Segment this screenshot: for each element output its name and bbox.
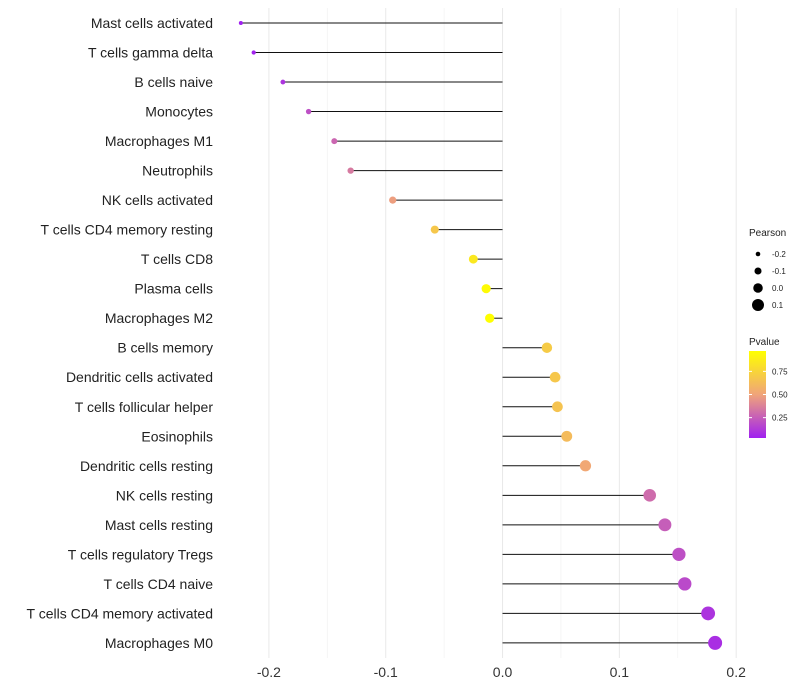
lollipop-point bbox=[430, 225, 439, 234]
category-label: NK cells activated bbox=[102, 192, 213, 208]
category-label: T cells gamma delta bbox=[88, 45, 213, 61]
lollipop-point bbox=[251, 50, 256, 55]
category-label: Dendritic cells resting bbox=[80, 458, 213, 474]
colorbar-label: 0.75 bbox=[772, 367, 788, 376]
color-legend-title: Pvalue bbox=[749, 337, 780, 348]
size-legend-label: -0.2 bbox=[772, 250, 786, 259]
x-axis-tick-labels: -0.2 -0.1 0.0 0.1 0.2 bbox=[257, 664, 746, 680]
category-label: T cells CD4 memory activated bbox=[27, 605, 213, 621]
category-label: T cells CD4 memory resting bbox=[41, 222, 213, 238]
category-label: NK cells resting bbox=[116, 487, 213, 503]
category-label: T cells CD4 naive bbox=[104, 576, 214, 592]
lollipop-point bbox=[658, 518, 672, 532]
category-label: B cells memory bbox=[117, 340, 213, 356]
x-tick-label: -0.2 bbox=[257, 664, 281, 680]
lollipop-point bbox=[701, 606, 716, 621]
lollipop-point bbox=[347, 167, 354, 174]
category-label: Macrophages M0 bbox=[105, 635, 213, 651]
category-label: Monocytes bbox=[145, 104, 213, 120]
lollipop-point bbox=[643, 489, 657, 502]
category-label: Plasma cells bbox=[134, 281, 213, 297]
lollipop-point bbox=[561, 430, 573, 442]
category-label: Macrophages M1 bbox=[105, 133, 213, 149]
lollipop-point bbox=[305, 108, 312, 115]
lollipop-point bbox=[331, 138, 338, 145]
legend: Pearson Pvalue -0.2 -0.1 0.0 0.1 0.75 0.50 0.2… bbox=[749, 228, 788, 438]
size-legend-key bbox=[753, 283, 763, 293]
lollipop-point bbox=[541, 342, 553, 353]
size-legend-key bbox=[752, 299, 764, 311]
category-label: Macrophages M2 bbox=[105, 310, 213, 326]
colorbar-label: 0.25 bbox=[772, 414, 788, 423]
x-tick-label: -0.1 bbox=[374, 664, 398, 680]
grid-lines bbox=[268, 8, 737, 658]
size-legend-label: -0.1 bbox=[772, 267, 786, 276]
lollipop-point bbox=[549, 371, 561, 383]
size-legend-key bbox=[755, 251, 761, 257]
category-label: Dendritic cells activated bbox=[66, 369, 213, 385]
category-label: Mast cells resting bbox=[105, 517, 213, 533]
size-legend-title: Pearson bbox=[749, 228, 786, 239]
lollipop-point bbox=[485, 313, 495, 323]
size-legend-label: 0.0 bbox=[772, 284, 784, 293]
colorbar-label: 0.50 bbox=[772, 391, 788, 400]
category-label: T cells CD8 bbox=[141, 251, 213, 267]
size-legend-key bbox=[754, 267, 762, 275]
category-label: Eosinophils bbox=[141, 428, 213, 444]
category-label: T cells follicular helper bbox=[75, 399, 214, 415]
lollipop-point bbox=[579, 460, 592, 472]
lollipop-point bbox=[238, 21, 243, 25]
lollipop-point bbox=[708, 635, 723, 650]
lollipop-point bbox=[672, 547, 686, 561]
x-tick-label: 0.1 bbox=[610, 664, 630, 680]
lollipop-point bbox=[389, 196, 397, 204]
lollipop-point bbox=[678, 577, 692, 591]
lollipop-point bbox=[280, 79, 286, 85]
lollipop-points bbox=[238, 21, 723, 650]
category-label: Mast cells activated bbox=[91, 15, 213, 31]
category-label: Neutrophils bbox=[142, 163, 213, 179]
category-label: B cells naive bbox=[134, 74, 213, 90]
category-label: T cells regulatory Tregs bbox=[68, 546, 213, 562]
lollipop-point bbox=[481, 284, 491, 294]
x-tick-label: 0.0 bbox=[493, 664, 513, 680]
x-tick-label: 0.2 bbox=[726, 664, 746, 680]
size-legend-label: 0.1 bbox=[772, 301, 784, 310]
y-axis-category-labels: Mast cells activated T cells gamma delta B… bbox=[27, 15, 214, 651]
lollipop-point bbox=[468, 254, 478, 264]
pvalue-colorbar bbox=[749, 351, 766, 438]
lollipop-point bbox=[552, 401, 563, 413]
